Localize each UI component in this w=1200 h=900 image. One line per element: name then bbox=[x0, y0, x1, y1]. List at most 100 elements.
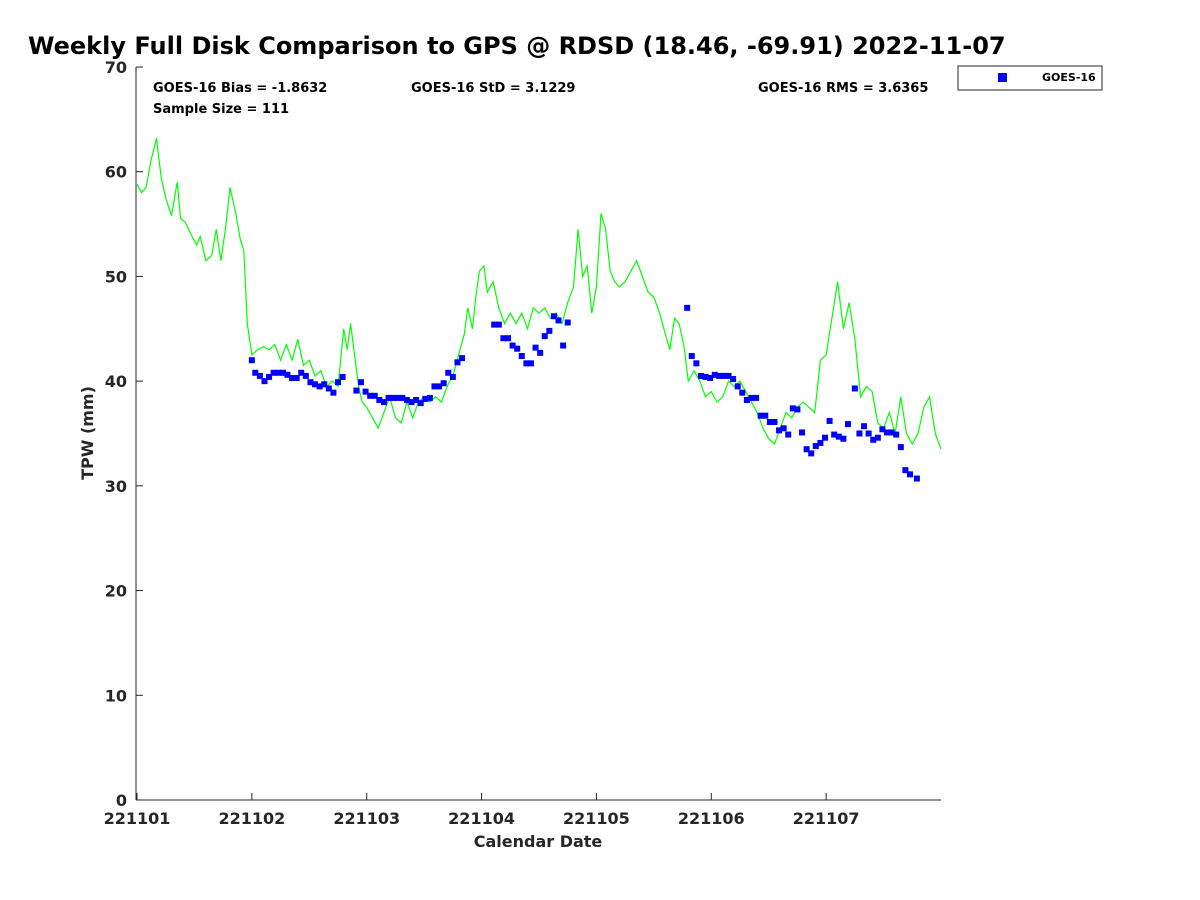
goes16-point bbox=[353, 387, 360, 394]
goes16-point bbox=[835, 433, 842, 440]
goes16-point bbox=[844, 421, 851, 428]
ticks-layer: 0 10 20 30 40 50 60 70 221101 221102 221103 221104 2… bbox=[104, 58, 860, 828]
goes16-point bbox=[870, 436, 877, 443]
goes16-point bbox=[256, 372, 263, 379]
goes16-point bbox=[821, 434, 828, 441]
series-layer bbox=[136, 138, 942, 482]
goes16-point bbox=[509, 342, 516, 349]
goes16-point bbox=[289, 375, 296, 382]
goes16-point bbox=[399, 394, 406, 401]
y-tick-label: 50 bbox=[105, 267, 127, 286]
goes16-point bbox=[913, 475, 920, 482]
goes16-point bbox=[748, 394, 755, 401]
goes16-point bbox=[266, 373, 273, 380]
y-axis-label: TPW (mm) bbox=[78, 386, 97, 480]
goes16-point bbox=[385, 394, 392, 401]
goes16-point bbox=[730, 376, 737, 383]
goes16-point bbox=[716, 372, 723, 379]
goes16-point bbox=[252, 369, 259, 376]
y-tick-label: 30 bbox=[105, 477, 127, 496]
goes16-point bbox=[817, 439, 824, 446]
goes16-point bbox=[906, 471, 913, 478]
goes16-point bbox=[362, 388, 369, 395]
goes16-point bbox=[514, 345, 521, 352]
goes16-point bbox=[321, 381, 328, 388]
goes16-point bbox=[298, 369, 305, 376]
goes16-point bbox=[445, 369, 452, 376]
goes16-point bbox=[394, 394, 401, 401]
goes16-point bbox=[688, 353, 695, 360]
goes16-point bbox=[897, 444, 904, 451]
goes16-point bbox=[803, 446, 810, 453]
goes16-point bbox=[874, 434, 881, 441]
goes16-point bbox=[541, 333, 548, 340]
plot-area bbox=[136, 67, 941, 800]
goes16-point bbox=[339, 373, 346, 380]
goes16-point bbox=[776, 427, 783, 434]
legend-label-goes16: GOES-16 bbox=[1042, 71, 1096, 84]
goes16-point bbox=[766, 418, 773, 425]
goes16-point bbox=[808, 450, 815, 457]
goes16-point bbox=[720, 372, 727, 379]
goes16-point bbox=[371, 392, 378, 399]
goes16-point bbox=[523, 360, 530, 367]
goes16-point bbox=[293, 375, 300, 382]
stat-rms: GOES-16 RMS = 3.6365 bbox=[758, 81, 928, 96]
goes16-point bbox=[316, 383, 323, 390]
goes16-point bbox=[500, 335, 507, 342]
goes16-point bbox=[893, 431, 900, 438]
goes16-point bbox=[413, 396, 420, 403]
x-tick-label: 221101 bbox=[104, 809, 171, 828]
goes16-point bbox=[780, 425, 787, 432]
goes16-point bbox=[693, 360, 700, 367]
goes16-point bbox=[248, 357, 255, 364]
goes16-point bbox=[440, 380, 447, 387]
goes16-point bbox=[537, 349, 544, 356]
goes16-point bbox=[785, 431, 792, 438]
goes16-point bbox=[757, 412, 764, 419]
goes16-point bbox=[794, 406, 801, 413]
y-tick-label: 0 bbox=[116, 791, 127, 810]
goes16-point bbox=[560, 342, 567, 349]
goes16-point bbox=[454, 359, 461, 366]
goes16-point bbox=[261, 378, 268, 385]
goes16-point bbox=[771, 418, 778, 425]
goes16-point bbox=[856, 430, 863, 437]
x-axis-label: Calendar Date bbox=[474, 832, 603, 851]
y-tick-label: 40 bbox=[105, 372, 127, 391]
goes16-point bbox=[697, 372, 704, 379]
goes16-point bbox=[357, 379, 364, 386]
goes16-point bbox=[826, 417, 833, 424]
y-tick-label: 10 bbox=[105, 686, 127, 705]
goes16-point bbox=[888, 429, 895, 436]
goes16-point bbox=[403, 396, 410, 403]
goes16-point bbox=[879, 426, 886, 433]
goes16-point bbox=[812, 443, 819, 450]
goes16-point bbox=[799, 429, 806, 436]
goes16-point bbox=[422, 395, 429, 402]
goes16-point bbox=[275, 369, 282, 376]
goes16-point bbox=[284, 371, 291, 378]
legend: GOES-16 bbox=[957, 65, 1103, 91]
goes16-point bbox=[789, 405, 796, 412]
goes16-point bbox=[711, 371, 718, 378]
goes16-point bbox=[436, 383, 443, 390]
y-tick-label: 20 bbox=[105, 582, 127, 601]
goes16-point bbox=[884, 429, 891, 436]
goes16-point bbox=[851, 385, 858, 392]
x-tick-label: 221107 bbox=[793, 809, 860, 828]
goes16-point bbox=[307, 379, 314, 386]
goes16-point bbox=[431, 383, 438, 390]
x-tick-label: 221104 bbox=[448, 809, 515, 828]
x-tick-label: 221105 bbox=[563, 809, 630, 828]
goes16-point bbox=[495, 321, 502, 328]
goes16-point bbox=[546, 327, 553, 334]
goes16-point bbox=[831, 431, 838, 438]
goes16-point bbox=[739, 389, 746, 396]
goes16-point bbox=[840, 435, 847, 442]
goes16-point bbox=[555, 317, 562, 324]
goes16-point bbox=[312, 381, 319, 388]
goes16-point bbox=[330, 389, 337, 396]
goes16-point bbox=[270, 369, 277, 376]
